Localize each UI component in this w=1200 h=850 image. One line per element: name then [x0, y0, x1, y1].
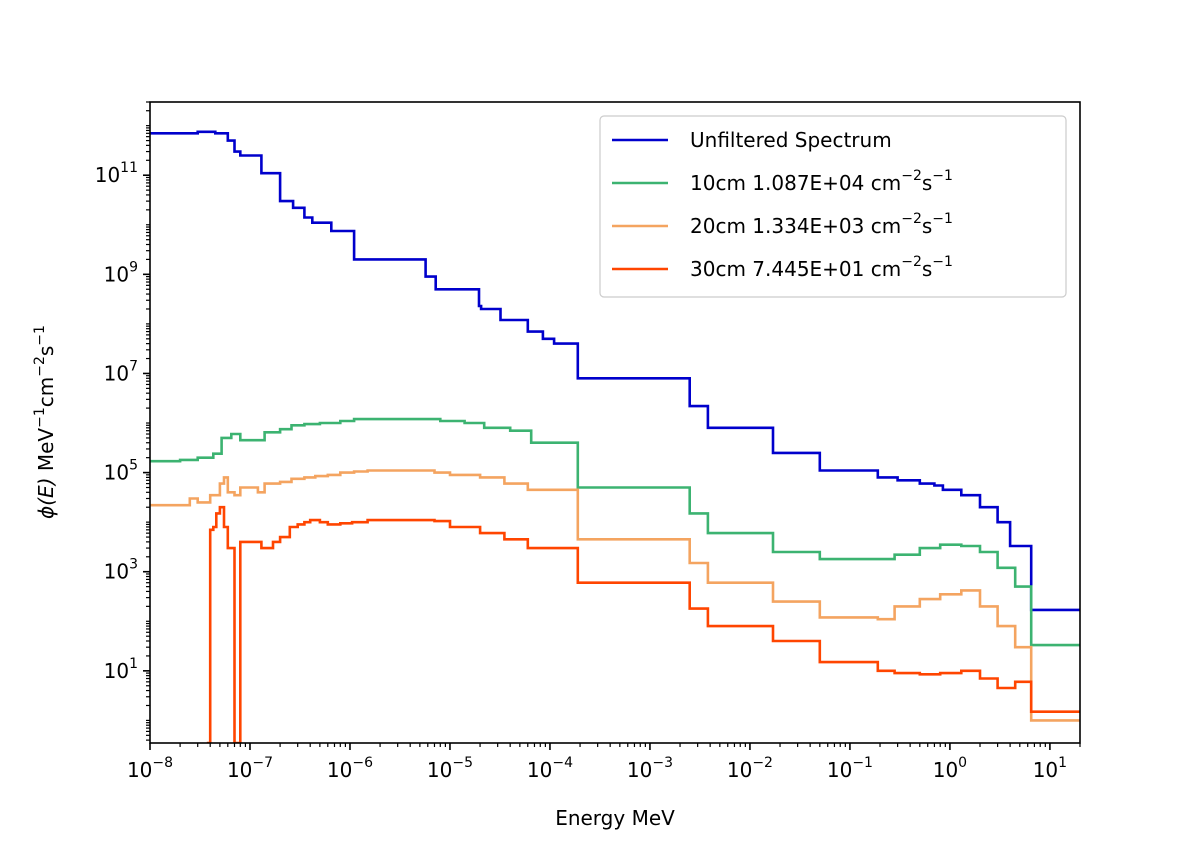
series-line-3 [150, 469, 1080, 722]
x-tick-label: 10−8 [127, 755, 173, 782]
y-axis-ticks: 101 103 105 107 109 1011 [95, 101, 150, 741]
x-tick-label: 10−7 [227, 755, 273, 782]
y-tick-label: 1011 [95, 160, 138, 187]
x-tick-label: 10−3 [627, 755, 673, 782]
x-tick-label: 101 [1033, 755, 1067, 782]
legend-label-2: 10cm 1.087E+04 cm−2s−1 [690, 168, 953, 195]
legend-box [599, 115, 1067, 298]
x-tick-label: 10−2 [727, 755, 773, 782]
x-tick-label: 10−4 [527, 755, 573, 782]
y-tick-label: 109 [104, 259, 138, 286]
legend-label-4: 30cm 7.445E+01 cm−2s−1 [690, 254, 953, 281]
legend: Unfiltered Spectrum 10cm 1.087E+04 cm−2s−… [599, 115, 1067, 298]
x-axis-label: Energy MeV [555, 806, 675, 830]
series-line-2 [150, 417, 1080, 647]
series-line-4 [206, 505, 1080, 743]
x-tick-label: 10−1 [827, 755, 873, 782]
y-tick-label: 107 [104, 358, 138, 385]
legend-label-1: Unfiltered Spectrum [690, 128, 892, 152]
x-tick-label: 10−5 [427, 755, 473, 782]
series-line-1 [150, 130, 1080, 612]
y-tick-label: 103 [104, 557, 138, 584]
y-tick-label: 101 [104, 656, 138, 683]
y-tick-label: 105 [104, 458, 138, 485]
x-axis-ticks: 10−8 10−7 10−6 10−5 10−4 10−3 10−2 10−1 100 101 [127, 743, 1081, 782]
series-layer [150, 130, 1080, 743]
y-axis-label: ϕ(E) MeV−1cm−2s−1 [32, 325, 58, 519]
x-tick-label: 100 [933, 755, 967, 782]
legend-label-3: 20cm 1.334E+03 cm−2s−1 [690, 211, 953, 238]
x-tick-label: 10−6 [327, 755, 373, 782]
